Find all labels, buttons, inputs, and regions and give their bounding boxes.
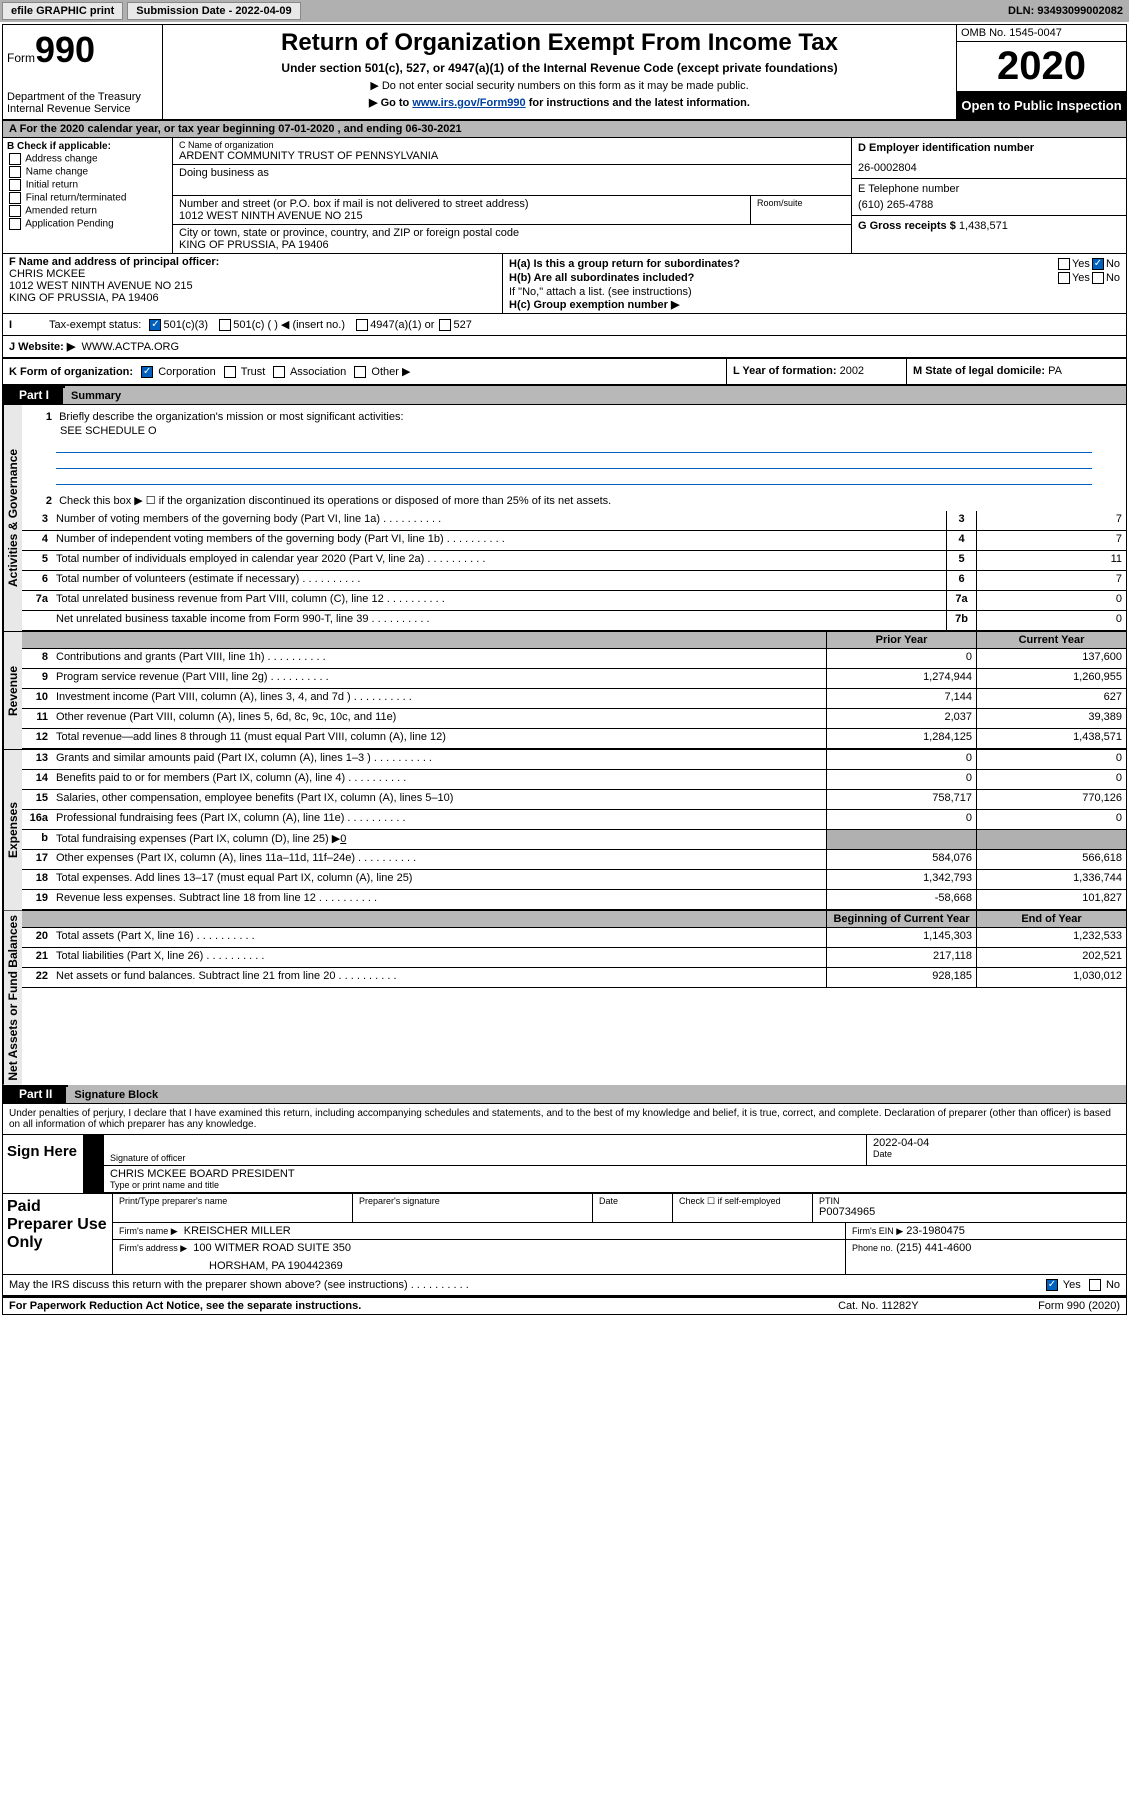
501c-checkbox[interactable] (219, 319, 231, 331)
org-name: ARDENT COMMUNITY TRUST OF PENNSYLVANIA (179, 150, 845, 162)
sig-arrow-icon (83, 1166, 103, 1192)
instructions-notice: ▶ Go to www.irs.gov/Form990 for instruct… (167, 96, 952, 109)
website-row: J Website: ▶ WWW.ACTPA.ORG (3, 336, 1126, 359)
year-formation-cell: L Year of formation: 2002 (726, 359, 906, 384)
mission-value: SEE SCHEDULE O (26, 425, 1122, 437)
header-title-cell: Return of Organization Exempt From Incom… (163, 25, 956, 119)
self-employed-cell: Check ☐ if self-employed (673, 1194, 813, 1222)
expenses-label: Expenses (3, 750, 22, 910)
app-pending-checkbox[interactable] (9, 218, 21, 230)
ssn-notice: ▶ Do not enter social security numbers o… (167, 79, 952, 92)
initial-return-checkbox[interactable] (9, 179, 21, 191)
section-a: A (9, 123, 17, 135)
officer-signature-cell: Signature of officer (103, 1135, 866, 1165)
open-public-badge: Open to Public Inspection (957, 92, 1126, 119)
efile-button[interactable]: efile GRAPHIC print (2, 2, 123, 20)
firm-name-cell: Firm's name ▶ KREISCHER MILLER (113, 1223, 846, 1239)
form-label: Form (7, 51, 35, 65)
discuss-row: May the IRS discuss this return with the… (3, 1275, 1126, 1297)
hb-yes-checkbox[interactable] (1058, 272, 1070, 284)
final-return-checkbox[interactable] (9, 192, 21, 204)
ha-no-checkbox[interactable] (1092, 258, 1104, 270)
tax-status-row: I Tax-exempt status: 501(c)(3) 501(c) ( … (3, 314, 1126, 336)
501c3-checkbox[interactable] (149, 319, 161, 331)
city-cell: City or town, state or province, country… (173, 225, 851, 253)
officer-name-cell: CHRIS MCKEE BOARD PRESIDENT Type or prin… (103, 1166, 1126, 1192)
form-subtitle: Under section 501(c), 527, or 4947(a)(1)… (167, 61, 952, 75)
hb-no-checkbox[interactable] (1092, 272, 1104, 284)
tax-year: 2020 (957, 42, 1126, 92)
gross-receipts-cell: G Gross receipts $ 1,438,571 (852, 216, 1126, 236)
room-suite-cell: Room/suite (751, 196, 851, 224)
name-change-checkbox[interactable] (9, 166, 21, 178)
revenue-label: Revenue (3, 632, 22, 749)
org-name-cell: C Name of organization ARDENT COMMUNITY … (173, 138, 851, 165)
form-title: Return of Organization Exempt From Incom… (167, 29, 952, 57)
net-assets-label: Net Assets or Fund Balances (3, 911, 22, 1085)
perjury-declaration: Under penalties of perjury, I declare th… (3, 1104, 1126, 1134)
4947-checkbox[interactable] (356, 319, 368, 331)
activities-governance-label: Activities & Governance (3, 405, 22, 631)
form-id-cell: Form990 Department of the Treasury Inter… (3, 25, 163, 119)
address-cell: Number and street (or P.O. box if mail i… (173, 196, 751, 224)
sign-here-label: Sign Here (3, 1135, 83, 1193)
firm-phone-cell: Phone no. (215) 441-4600 (846, 1240, 1126, 1274)
527-checkbox[interactable] (439, 319, 451, 331)
submission-date: Submission Date - 2022-04-09 (127, 2, 300, 20)
omb-number: OMB No. 1545-0047 (957, 25, 1126, 42)
signature-date-cell: 2022-04-04 Date (866, 1135, 1126, 1165)
principal-officer-cell: F Name and address of principal officer:… (3, 254, 503, 313)
footer-row: For Paperwork Reduction Act Notice, see … (3, 1297, 1126, 1314)
firm-ein-cell: Firm's EIN ▶ 23-1980475 (846, 1223, 1126, 1239)
amended-return-checkbox[interactable] (9, 205, 21, 217)
paid-preparer-label: Paid Preparer Use Only (3, 1194, 113, 1274)
part2-header: Part IISignature Block (3, 1085, 1126, 1104)
form-org-cell: K Form of organization: Corporation Trus… (3, 359, 726, 384)
discuss-no-checkbox[interactable] (1089, 1279, 1101, 1291)
state-domicile-cell: M State of legal domicile: PA (906, 359, 1126, 384)
dln: DLN: 93493099002082 (1008, 5, 1127, 17)
other-checkbox[interactable] (354, 366, 366, 378)
period-row: A For the 2020 calendar year, or tax yea… (3, 121, 1126, 138)
form-ref: Form 990 (2020) (1038, 1300, 1120, 1312)
ha-yes-checkbox[interactable] (1058, 258, 1070, 270)
firm-address-cell: Firm's address ▶ 100 WITMER ROAD SUITE 3… (113, 1240, 846, 1274)
department-label: Department of the Treasury Internal Reve… (7, 91, 158, 115)
assoc-checkbox[interactable] (273, 366, 285, 378)
prep-name-cell: Print/Type preparer's name (113, 1194, 353, 1222)
header-right-cell: OMB No. 1545-0047 2020 Open to Public In… (956, 25, 1126, 119)
prep-date-cell: Date (593, 1194, 673, 1222)
ein-cell: D Employer identification number 26-0002… (852, 138, 1126, 179)
corp-checkbox[interactable] (141, 366, 153, 378)
irs-link[interactable]: www.irs.gov/Form990 (412, 97, 525, 109)
dba-cell: Doing business as (173, 165, 851, 196)
discuss-yes-checkbox[interactable] (1046, 1279, 1058, 1291)
sig-arrow-icon (83, 1135, 103, 1165)
trust-checkbox[interactable] (224, 366, 236, 378)
phone-cell: E Telephone number (610) 265-4788 (852, 179, 1126, 216)
section-b: B Check if applicable: Address change Na… (3, 138, 173, 253)
address-change-checkbox[interactable] (9, 153, 21, 165)
part1-header: Part ISummary (3, 386, 1126, 405)
form-number: 990 (35, 29, 95, 70)
prep-sig-cell: Preparer's signature (353, 1194, 593, 1222)
ptin-cell: PTINP00734965 (813, 1194, 1126, 1222)
section-h: H(a) Is this a group return for subordin… (503, 254, 1126, 313)
